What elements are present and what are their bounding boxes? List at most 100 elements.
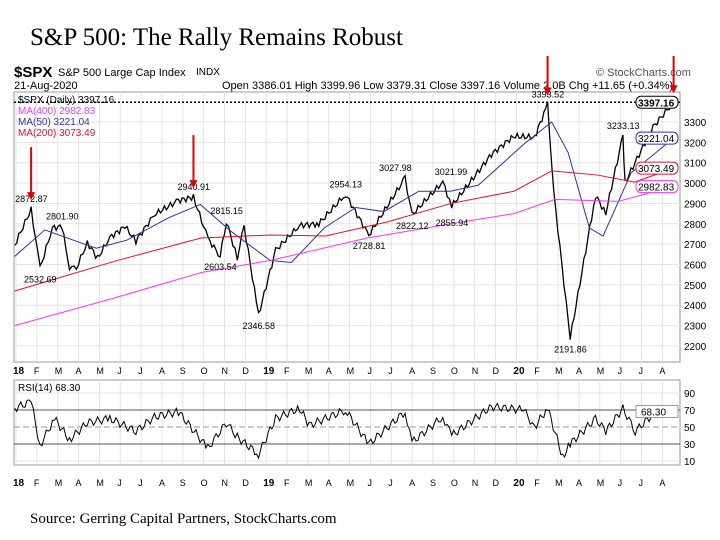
last-value-box xyxy=(635,95,679,109)
x-tick-label: M xyxy=(96,366,104,376)
last-value-label: 3221.04 xyxy=(638,134,675,145)
rsi-x-tick-label: J xyxy=(138,478,143,488)
arrow-head-icon xyxy=(27,192,36,201)
x-tick-label: J xyxy=(117,366,122,376)
arrow-head-icon xyxy=(543,87,552,96)
last-value-box xyxy=(635,131,679,145)
x-tick-label: S xyxy=(430,366,436,376)
x-tick-label: M xyxy=(597,366,605,376)
rsi-y-tick-label: 90 xyxy=(684,389,696,400)
rsi-y-tick-label: 10 xyxy=(684,457,696,468)
peak-label: 2346.58 xyxy=(243,321,276,331)
rsi-x-tick-label: A xyxy=(326,478,332,488)
peak-label: 3027.98 xyxy=(379,163,412,173)
peak-label: 2855.94 xyxy=(436,218,469,228)
rsi-y-tick-label: 30 xyxy=(684,440,696,451)
rsi-value-label: 68.30 xyxy=(641,407,666,418)
rsi-x-tick-label: M xyxy=(96,478,104,488)
y-tick-label: 2600 xyxy=(684,261,707,272)
x-tick-label: A xyxy=(326,366,332,376)
y-tick-label: 2300 xyxy=(684,322,707,333)
last-value-box xyxy=(635,180,679,194)
peak-label: 2801.90 xyxy=(46,212,79,222)
rsi-x-tick-label: M xyxy=(55,478,63,488)
x-tick-label: J xyxy=(618,366,623,376)
rsi-panel xyxy=(13,379,681,466)
peak-label: 2815.15 xyxy=(210,206,243,216)
rsi-x-tick-label: D xyxy=(493,478,500,488)
peak-label: 2603.54 xyxy=(204,262,237,272)
symbol: $SPX xyxy=(14,64,53,81)
rsi-line xyxy=(14,399,675,460)
x-tick-label: A xyxy=(159,366,165,376)
last-value-box xyxy=(635,161,679,175)
x-tick-label: D xyxy=(493,366,500,376)
rsi-x-tick-label: S xyxy=(180,478,186,488)
index-name: S&P 500 Large Cap Index xyxy=(58,67,186,79)
peak-label: 2191.86 xyxy=(554,344,587,354)
legend-entry: MA(400) 2982.83 xyxy=(18,106,96,117)
y-tick-label: 2700 xyxy=(684,240,707,251)
ma50-line xyxy=(14,121,674,264)
legend-entry: $SPX (Daily) 3397.16 xyxy=(18,95,115,106)
x-tick-label: F xyxy=(34,366,40,376)
rsi-x-tick-label: J xyxy=(367,478,372,488)
x-tick-label: N xyxy=(472,366,479,376)
x-tick-label: M xyxy=(555,366,563,376)
last-value-label: 3397.16 xyxy=(638,98,675,109)
x-tick-label: O xyxy=(201,366,208,376)
y-tick-label: 2200 xyxy=(684,342,707,353)
x-tick-label: F xyxy=(284,366,290,376)
rsi-x-tick-label: S xyxy=(430,478,436,488)
rsi-x-tick-label: O xyxy=(201,478,208,488)
y-tick-label: 3200 xyxy=(684,138,707,149)
rsi-x-tick-label: N xyxy=(472,478,479,488)
x-tick-label: J xyxy=(367,366,372,376)
x-tick-label: 20 xyxy=(513,366,525,377)
peak-label: 2822.12 xyxy=(396,221,429,231)
x-tick-label: M xyxy=(55,366,63,376)
x-tick-label: 18 xyxy=(13,366,25,377)
rsi-x-tick-label: 18 xyxy=(13,478,25,489)
peak-label: 3233.13 xyxy=(607,121,640,131)
x-tick-label: N xyxy=(222,366,229,376)
x-tick-label: A xyxy=(76,366,82,376)
rsi-x-tick-label: F xyxy=(34,478,40,488)
rsi-x-tick-label: J xyxy=(117,478,122,488)
y-tick-label: 2400 xyxy=(684,301,707,312)
x-tick-label: J xyxy=(639,366,644,376)
y-tick-label: 2900 xyxy=(684,199,707,210)
price-panel xyxy=(13,91,681,363)
x-tick-label: 19 xyxy=(263,366,275,377)
exchange: INDX xyxy=(196,67,220,78)
rsi-x-tick-label: F xyxy=(534,478,540,488)
rsi-x-tick-label: J xyxy=(639,478,644,488)
rsi-x-tick-label: N xyxy=(222,478,229,488)
rsi-x-tick-label: D xyxy=(242,478,249,488)
x-tick-label: D xyxy=(242,366,249,376)
arrow-head-icon xyxy=(669,85,678,94)
peak-label: 2728.81 xyxy=(353,241,386,251)
arrow-head-icon xyxy=(189,180,198,189)
y-tick-label: 3300 xyxy=(684,118,707,129)
date: 21-Aug-2020 xyxy=(14,80,78,92)
last-value-label: 2982.83 xyxy=(638,183,675,194)
rsi-x-tick-label: 19 xyxy=(263,478,275,489)
x-tick-label: O xyxy=(451,366,458,376)
y-tick-label: 3100 xyxy=(684,159,707,170)
x-tick-label: A xyxy=(409,366,415,376)
rsi-x-tick-label: O xyxy=(451,478,458,488)
credit: © StockCharts.com xyxy=(596,67,691,79)
rsi-x-tick-label: M xyxy=(347,478,355,488)
peak-label: 3021.99 xyxy=(435,167,468,177)
rsi-x-tick-label: J xyxy=(388,478,393,488)
rsi-x-tick-label: M xyxy=(597,478,605,488)
x-tick-label: A xyxy=(576,366,582,376)
ma200-line xyxy=(14,167,674,292)
quote: Open 3386.01 High 3399.96 Low 3379.31 Cl… xyxy=(222,80,674,92)
rsi-y-tick-label: 70 xyxy=(684,406,696,417)
rsi-x-tick-label: 20 xyxy=(513,478,525,489)
y-tick-label: 2500 xyxy=(684,281,707,292)
rsi-legend: RSI(14) 68.30 xyxy=(18,383,81,394)
